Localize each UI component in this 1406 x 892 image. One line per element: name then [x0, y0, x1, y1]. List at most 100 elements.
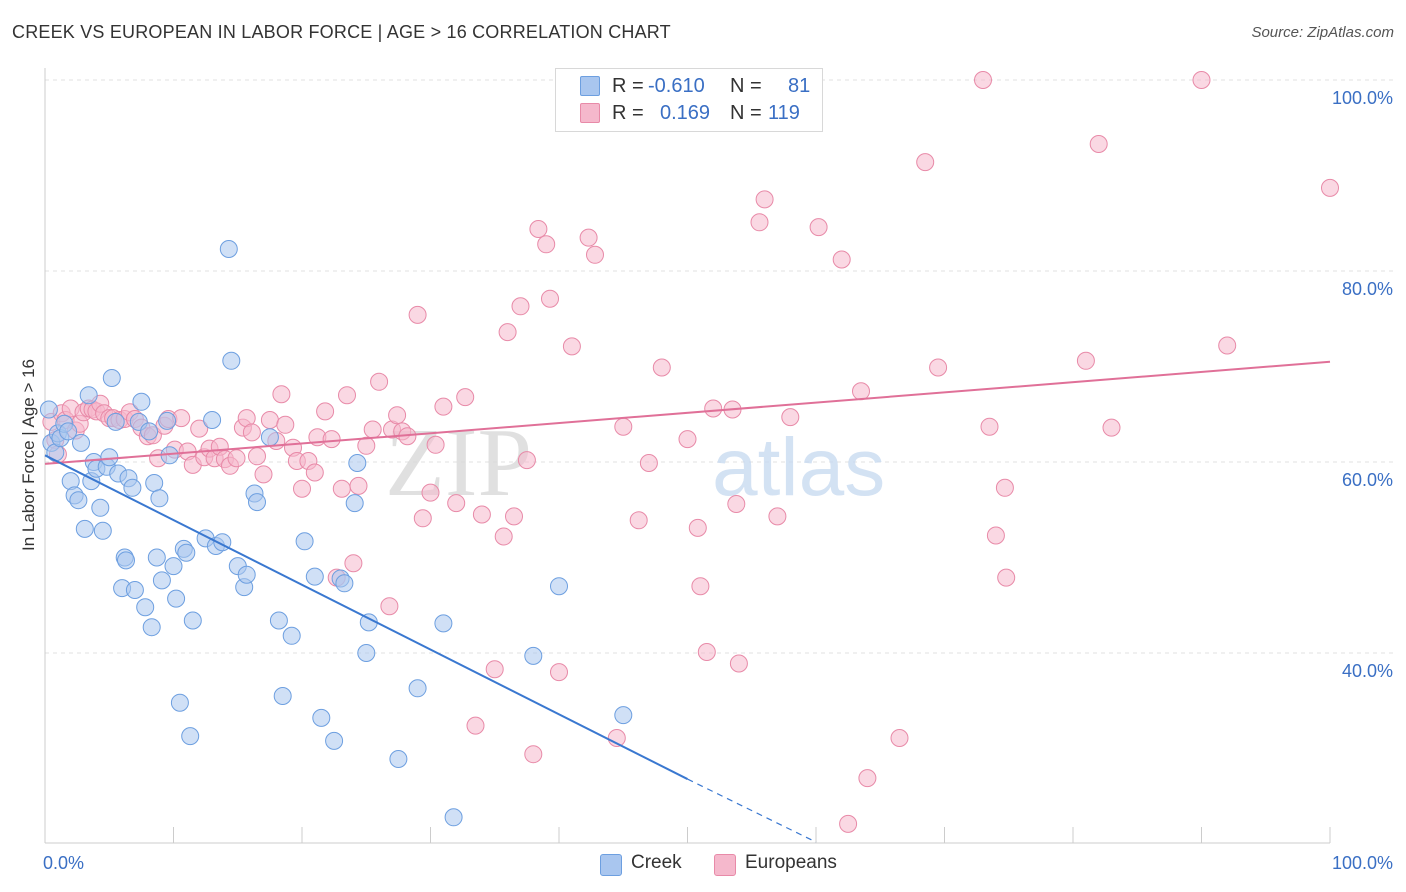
europeans-point: [254, 465, 273, 484]
creek-point: [102, 369, 121, 387]
creek-point: [59, 422, 78, 441]
creek-point: [550, 577, 568, 596]
creek-point: [389, 750, 408, 768]
europeans-point: [614, 417, 633, 436]
europeans-point: [916, 153, 935, 172]
europeans-point: [995, 478, 1014, 497]
europeans-point: [305, 463, 324, 482]
creek-points: [39, 240, 633, 827]
creek-point: [408, 679, 427, 698]
europeans-point: [529, 220, 548, 238]
europeans-point: [344, 554, 363, 573]
europeans-point: [413, 509, 432, 528]
europeans-point: [426, 435, 445, 454]
europeans-trend-line: [44, 360, 1331, 465]
europeans-point: [485, 660, 504, 679]
y-tick-label: 100.0%: [1332, 88, 1393, 108]
creek-point: [150, 489, 169, 508]
europeans-point: [652, 358, 671, 377]
europeans-point: [839, 814, 858, 833]
europeans-point: [370, 372, 389, 391]
creek-point: [312, 708, 331, 727]
creek-point: [152, 571, 171, 590]
creek-legend-label: Creek: [631, 852, 682, 873]
creek-point: [177, 543, 196, 562]
europeans-point: [408, 305, 427, 324]
creek-point: [444, 808, 463, 827]
europeans-point: [586, 245, 604, 264]
europeans-point: [434, 397, 453, 416]
creek-point: [136, 598, 155, 617]
europeans-point: [524, 745, 543, 764]
europeans-point: [227, 449, 246, 468]
creek-point: [273, 687, 292, 705]
europeans-point: [517, 451, 536, 470]
creek-point: [237, 565, 256, 584]
europeans-point: [349, 476, 368, 495]
creek-point: [125, 581, 144, 599]
creek-point: [282, 626, 301, 645]
trend-lines: [44, 360, 1331, 843]
creek-n-label: N =: [730, 75, 762, 97]
creek-point: [183, 611, 202, 630]
creek-point: [248, 493, 266, 512]
europeans-points: [42, 69, 1339, 833]
creek-point: [170, 693, 189, 712]
creek-point: [269, 611, 288, 630]
europeans-point: [537, 235, 556, 254]
europeans-n-label: N =: [730, 102, 762, 124]
creek-point: [91, 498, 110, 517]
europeans-point: [272, 385, 291, 404]
creek-point: [203, 411, 222, 429]
europeans-point: [338, 386, 356, 405]
europeans-point: [447, 494, 466, 513]
europeans-point: [639, 454, 658, 472]
europeans-point: [322, 430, 341, 449]
creek-point: [69, 491, 88, 510]
europeans-legend-swatch: [714, 854, 736, 876]
creek-point: [181, 727, 200, 746]
europeans-point: [974, 71, 992, 89]
europeans-point: [579, 228, 598, 247]
creek-point: [614, 706, 633, 725]
europeans-point: [809, 218, 828, 237]
europeans-point: [768, 507, 787, 526]
correlation-legend: R = -0.610 N = 81 R = 0.169 N = 119: [555, 68, 823, 132]
creek-n-value: 81: [788, 75, 811, 97]
europeans-point: [929, 358, 948, 377]
europeans-point: [494, 527, 513, 546]
europeans-point: [505, 507, 523, 526]
europeans-point: [755, 190, 774, 209]
europeans-point: [890, 729, 909, 747]
europeans-point: [242, 423, 261, 442]
creek-point: [142, 618, 161, 637]
europeans-point: [1321, 178, 1339, 197]
europeans-point: [472, 505, 491, 524]
creek-point: [345, 494, 364, 513]
europeans-point: [388, 406, 407, 425]
europeans-point: [357, 436, 376, 455]
europeans-point: [629, 511, 648, 530]
europeans-swatch: [580, 103, 600, 123]
creek-point: [145, 474, 164, 492]
creek-point: [79, 386, 98, 405]
creek-trend-extension: [687, 778, 817, 843]
creek-point: [117, 551, 135, 570]
europeans-point: [511, 297, 530, 316]
europeans-point: [729, 654, 748, 673]
creek-point: [524, 646, 543, 665]
creek-r-value: -0.610: [648, 75, 705, 97]
y-tick-label: 40.0%: [1342, 661, 1393, 681]
creek-point: [123, 478, 142, 497]
creek-point: [305, 567, 324, 586]
europeans-point: [750, 213, 769, 232]
europeans-point: [678, 430, 697, 449]
europeans-point: [248, 447, 266, 466]
europeans-point: [697, 643, 716, 661]
europeans-point: [688, 518, 707, 537]
creek-r-label: R =: [612, 75, 644, 97]
creek-point: [164, 557, 183, 576]
europeans-point: [421, 483, 440, 502]
europeans-point: [1192, 71, 1211, 89]
